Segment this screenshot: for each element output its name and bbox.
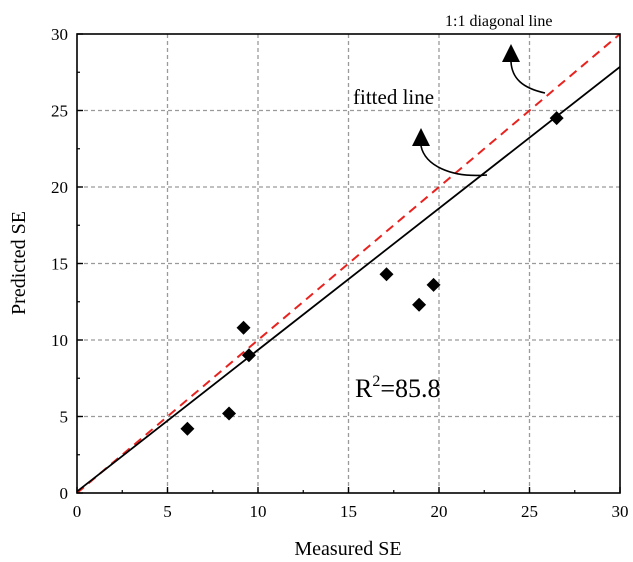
y-tick-label: 0 (60, 484, 69, 503)
data-point (426, 277, 441, 292)
fitted-label-arrow (412, 128, 488, 177)
x-tick-label: 30 (612, 502, 629, 521)
diagonal-line-label: 1:1 diagonal line (445, 13, 553, 30)
y-tick-label: 15 (51, 255, 68, 274)
x-axis-title: Measured SE (294, 538, 401, 560)
x-tick-label: 20 (431, 502, 448, 521)
data-point (222, 406, 237, 421)
data-point (549, 111, 564, 126)
diagonal-label-arrow (502, 44, 546, 94)
axis-ticks: 0 5 10 15 20 25 30 0 5 10 15 20 25 30 (51, 25, 629, 521)
x-tick-label: 5 (163, 502, 172, 521)
fitted-line-label: fitted line (353, 85, 434, 109)
data-point (241, 348, 256, 363)
x-tick-label: 0 (73, 502, 82, 521)
y-tick-label: 10 (51, 331, 68, 350)
y-axis-title: Predicted SE (8, 211, 30, 315)
data-point (236, 320, 251, 335)
fitted-line (77, 66, 620, 493)
x-tick-label: 25 (521, 502, 538, 521)
data-point (379, 267, 394, 282)
x-tick-label: 10 (250, 502, 267, 521)
x-tick-label: 15 (340, 502, 357, 521)
reference-lines (77, 34, 620, 493)
y-tick-label: 5 (60, 408, 69, 427)
y-tick-label: 30 (51, 25, 68, 44)
data-point (412, 297, 427, 312)
data-points (180, 111, 564, 436)
r-squared-annotation: R2=85.8 (355, 373, 441, 403)
data-point (180, 421, 195, 436)
y-tick-label: 20 (51, 178, 68, 197)
y-tick-label: 25 (51, 102, 68, 121)
diagonal-line (77, 34, 620, 493)
